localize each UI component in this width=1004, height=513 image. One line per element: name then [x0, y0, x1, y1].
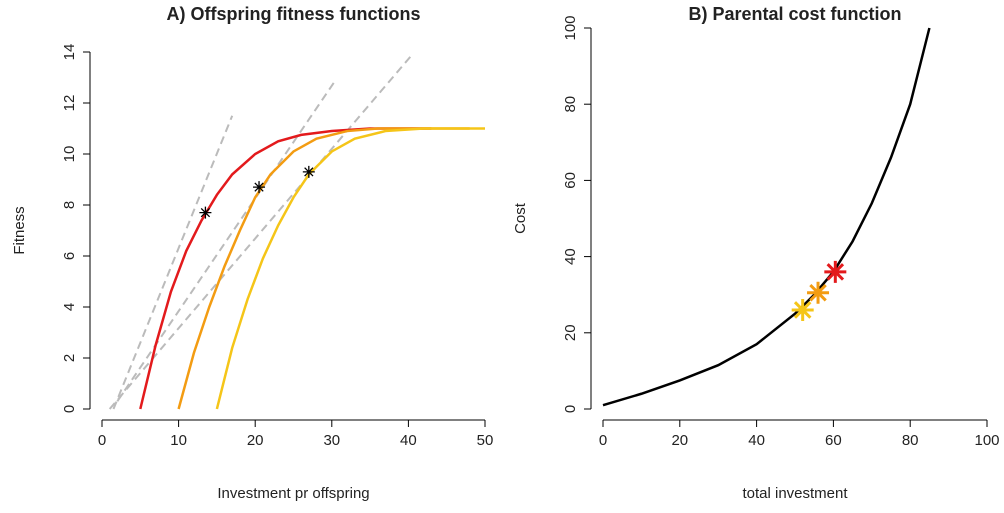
y-axis-label: Cost	[512, 202, 529, 234]
x-tick-label: 40	[400, 432, 417, 449]
y-tick-label: 6	[61, 252, 78, 260]
star-marker	[302, 165, 315, 178]
x-axis-label: Investment pr offspring	[217, 485, 369, 502]
star-marker	[824, 260, 847, 283]
series-line	[112, 115, 234, 410]
x-tick-label: 60	[825, 432, 842, 449]
series-line	[602, 27, 931, 407]
series-line	[215, 127, 485, 410]
x-tick-label: 50	[477, 432, 494, 449]
y-tick-label: 40	[562, 248, 579, 265]
chart-title: A) Offspring fitness functions	[167, 4, 421, 24]
series-line	[139, 127, 432, 410]
x-tick-label: 40	[748, 432, 765, 449]
star-marker	[791, 298, 814, 321]
star-marker	[253, 181, 266, 194]
y-tick-label: 0	[562, 405, 579, 413]
x-tick-label: 20	[671, 432, 688, 449]
x-tick-label: 30	[323, 432, 340, 449]
y-tick-label: 2	[61, 354, 78, 362]
y-tick-label: 80	[562, 96, 579, 113]
y-tick-label: 0	[61, 405, 78, 413]
star-marker	[199, 206, 212, 219]
y-tick-label: 10	[61, 146, 78, 163]
y-tick-label: 100	[562, 15, 579, 40]
x-tick-label: 0	[98, 432, 106, 449]
series-line	[177, 127, 470, 410]
y-tick-label: 60	[562, 172, 579, 189]
x-tick-label: 100	[974, 432, 999, 449]
chart-title: B) Parental cost function	[688, 4, 901, 24]
y-tick-label: 20	[562, 324, 579, 341]
x-tick-label: 0	[599, 432, 607, 449]
y-tick-label: 8	[61, 201, 78, 209]
x-tick-label: 20	[247, 432, 264, 449]
series-line	[108, 53, 413, 410]
y-tick-label: 14	[61, 44, 78, 61]
x-tick-label: 10	[170, 432, 187, 449]
star-marker	[807, 281, 830, 304]
y-tick-label: 12	[61, 95, 78, 112]
y-axis-label: Fitness	[11, 206, 28, 254]
x-axis-label: total investment	[742, 485, 848, 502]
y-tick-label: 4	[61, 303, 78, 311]
x-tick-label: 80	[902, 432, 919, 449]
